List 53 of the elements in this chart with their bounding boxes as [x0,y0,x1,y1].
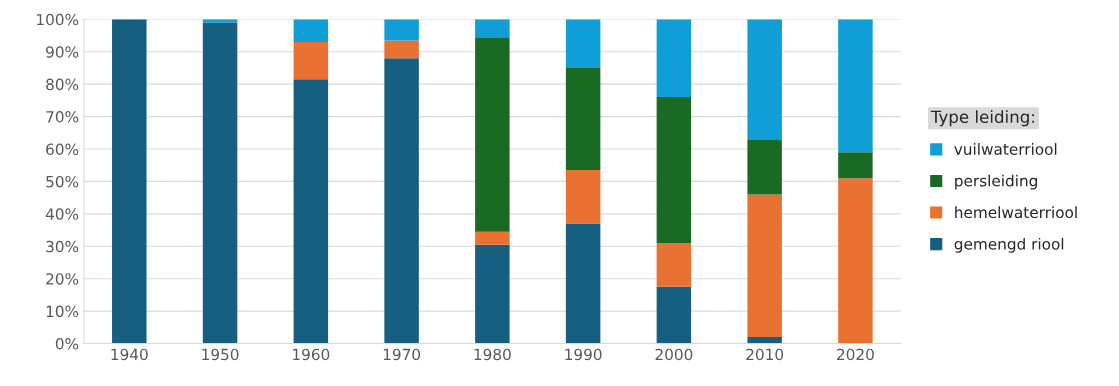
bar [565,170,601,224]
bar [747,19,782,140]
x-tick-label: 1940 [111,348,148,361]
bar [565,19,601,68]
y-tick-label: 0% [55,338,79,350]
bar [838,19,873,153]
x-tick-label: 1950 [202,348,239,361]
x-tick-label: 1960 [293,348,330,361]
bar [838,152,873,179]
y-tick-label: 30% [46,240,79,253]
legend-label: gemengd riool [954,237,1064,253]
x-tick-label: 2000 [655,348,693,361]
y-tick-label: 60% [46,143,79,156]
bar [202,19,238,23]
y-tick-label: 90% [46,46,79,58]
bar [475,231,510,245]
legend-label: persleiding [955,174,1037,190]
x-tick-label: 1990 [565,348,602,361]
y-tick-label: 10% [46,305,79,318]
x-tick-label: 2010 [746,348,784,361]
bar [293,79,329,344]
y-tick-label: 40% [45,208,79,220]
bar [656,286,692,344]
bar [747,337,782,344]
bar [293,42,329,80]
y-tick-label: 70% [46,111,79,123]
legend-title: Type leiding: [930,110,1034,127]
y-tick-label: 50% [46,175,79,188]
bar [202,22,238,344]
bar [112,19,147,344]
bar [838,178,873,344]
bar [384,40,419,59]
y-tick-label: 20% [46,273,79,285]
bar [384,19,419,41]
bar [475,19,510,38]
bar [475,244,510,344]
bar [565,223,601,344]
bar [656,243,692,287]
x-tick-label: 1980 [474,348,511,361]
bar [747,139,782,195]
y-tick-label: 80% [46,78,79,91]
bar [565,67,601,171]
legend-label: vuilwaterriool [954,143,1057,155]
bar [656,19,692,98]
bar [747,194,782,338]
bar [384,58,419,344]
x-tick-label: 2020 [837,348,874,361]
x-tick-label: 1970 [383,348,421,361]
bar [475,37,510,232]
y-tick-label: 100% [37,13,79,26]
legend-label: hemelwaterriool [955,206,1077,219]
bar [656,97,692,244]
bar [293,19,329,42]
